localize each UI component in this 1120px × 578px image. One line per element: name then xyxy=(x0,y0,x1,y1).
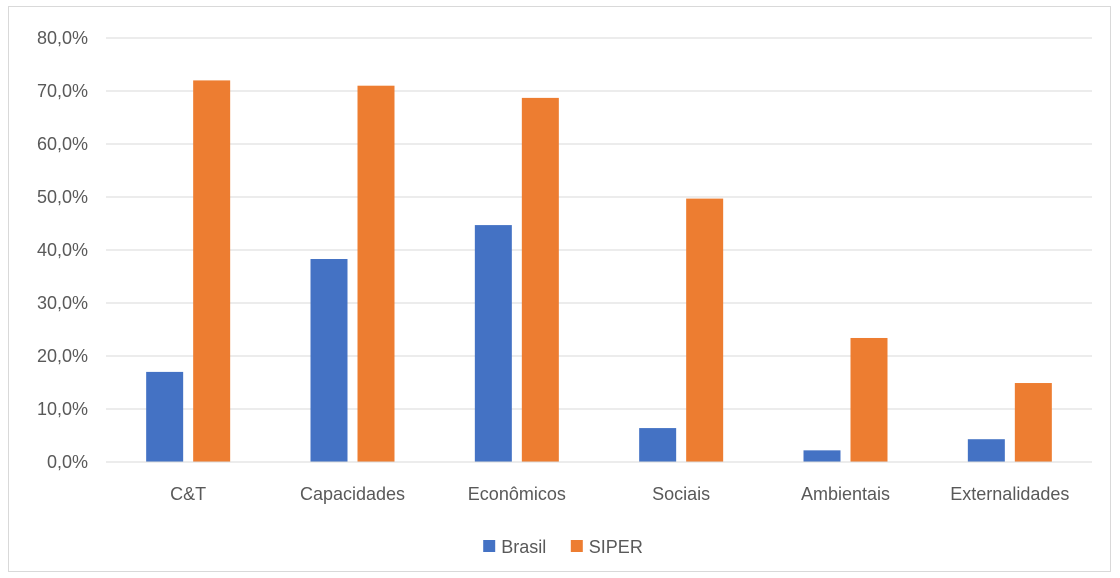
bar-siper xyxy=(850,337,888,462)
x-tick-label: Externalidades xyxy=(950,484,1069,504)
y-tick-label: 50,0% xyxy=(37,187,88,207)
legend: Brasil SIPER xyxy=(483,537,643,557)
y-axis-ticks: 0,0% 10,0% 20,0% 30,0% 40,0% 50,0% 60,0% 70,0% 8… xyxy=(37,28,88,472)
legend-label-brasil: Brasil xyxy=(501,537,546,557)
gridlines xyxy=(106,37,1092,410)
bar-brasil xyxy=(474,225,512,462)
x-axis: C&T Capacidades Econômicos Sociais Ambientai… xyxy=(106,461,1092,504)
bar-siper xyxy=(357,85,395,462)
y-tick-label: 60,0% xyxy=(37,134,88,154)
x-tick-label: Sociais xyxy=(652,484,710,504)
legend-label-siper: SIPER xyxy=(589,537,643,557)
y-tick-label: 20,0% xyxy=(37,346,88,366)
bar-siper xyxy=(521,97,559,462)
y-tick-label: 0,0% xyxy=(47,452,88,472)
bar-siper xyxy=(1014,383,1052,462)
x-tick-label: Econômicos xyxy=(468,484,566,504)
bar-brasil xyxy=(967,439,1005,462)
x-tick-label: C&T xyxy=(170,484,206,504)
bar-brasil xyxy=(146,371,184,462)
legend-swatch-siper xyxy=(570,540,583,552)
y-tick-label: 10,0% xyxy=(37,399,88,419)
bar-brasil xyxy=(803,450,841,462)
y-tick-label: 80,0% xyxy=(37,28,88,48)
x-tick-label: Capacidades xyxy=(300,484,405,504)
bars xyxy=(146,80,1052,463)
bar-siper xyxy=(193,80,231,463)
bar-brasil xyxy=(310,259,348,462)
chart-frame xyxy=(8,6,1111,572)
x-tick-label: Ambientais xyxy=(801,484,890,504)
legend-swatch-brasil xyxy=(483,540,496,552)
bar-siper xyxy=(686,198,724,462)
y-tick-label: 70,0% xyxy=(37,81,88,101)
y-tick-label: 40,0% xyxy=(37,240,88,260)
y-tick-label: 30,0% xyxy=(37,293,88,313)
bar-brasil xyxy=(639,428,677,462)
